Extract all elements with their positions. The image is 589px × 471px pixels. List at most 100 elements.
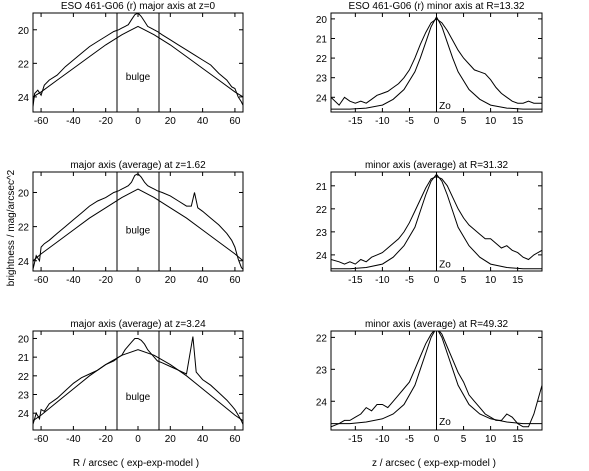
panel-3-xtick-label: 40: [197, 275, 209, 286]
panel-6-model-line: [331, 331, 542, 425]
panel-4-model-line: [331, 173, 542, 270]
panel-5-xtick-label: 40: [197, 434, 209, 445]
panel-5-xtick-label: -20: [98, 434, 113, 445]
panel-3-frame: [32, 171, 244, 272]
panel-5-model-line: [33, 349, 243, 422]
panel-1-data-line: [33, 13, 243, 108]
panel-6-xtick-label: 0: [434, 434, 440, 445]
panel-2-xtick-label: -10: [375, 116, 390, 127]
panel-2-ytick-label: 21: [316, 34, 328, 45]
panel-1-xtick-label: -60: [34, 116, 49, 127]
panel-2-xtick-label: 5: [461, 116, 467, 127]
panel-2-annotation: Zo: [439, 101, 451, 112]
panel-3-annotation: bulge: [126, 225, 151, 236]
panel-4-xtick-label: -5: [405, 275, 414, 286]
panel-2-xtick-label: -5: [405, 116, 414, 127]
panel-5-xtick-label: 20: [165, 434, 177, 445]
panel-3-ytick-label: 24: [18, 257, 30, 268]
panel-6-data-line: [331, 331, 542, 428]
panel-4-ytick-label: 24: [316, 251, 328, 262]
panel-6-xtick-label: 10: [485, 434, 497, 445]
panel-3-xtick-label: 60: [229, 275, 241, 286]
x-axis-label-left: R / arcsec ( exp-exp-model ): [73, 458, 199, 469]
panel-2-xtick-label: 0: [434, 116, 440, 127]
panel-4-xtick-label: 0: [434, 275, 440, 286]
panel-1-xtick-label: 0: [135, 116, 141, 127]
panel-2-model-line: [331, 15, 542, 110]
panel-4-annotation: Zo: [439, 260, 451, 271]
panel-4-xtick-label: 5: [461, 275, 467, 286]
panel-2-ytick-label: 23: [316, 74, 328, 85]
panel-1-frame: [32, 12, 244, 113]
panel-5-ytick-label: 20: [18, 334, 30, 345]
panel-4-xtick-label: -15: [348, 275, 363, 286]
panel-4-xtick-label: 15: [512, 275, 524, 286]
panel-5-ytick-label: 22: [18, 372, 30, 383]
panel-4-data-line: [331, 176, 542, 265]
panel-3-ytick-label: 20: [18, 188, 30, 199]
panel-5-xtick-label: 60: [229, 434, 241, 445]
panels: ESO 461-G06 (r) major axis at z=0 -60 -40 -…: [18, 1, 543, 445]
panel-1: ESO 461-G06 (r) major axis at z=0 -60 -40 -…: [18, 1, 244, 127]
panel-3-xtick-label: -60: [34, 275, 49, 286]
panel-5-frame: [32, 330, 244, 431]
panel-6-title: minor axis (average) at R=49.32: [365, 319, 509, 330]
panel-3-ytick-label: 22: [18, 223, 30, 234]
panel-5: major axis (average) at z=3.24 -60 -40 -20 0…: [18, 319, 244, 445]
panel-6-ytick-label: 24: [316, 397, 328, 408]
panel-1-xtick-label: -40: [66, 116, 81, 127]
panel-2-ytick-label: 20: [316, 15, 328, 26]
panel-6-annotation: Zo: [439, 417, 451, 428]
panel-3-xtick-label: -20: [98, 275, 113, 286]
panel-1-xtick-label: -20: [98, 116, 113, 127]
panel-2-xtick-label: -15: [348, 116, 363, 127]
panel-1-ytick-label: 24: [18, 93, 30, 104]
panel-4-ytick-label: 23: [316, 228, 328, 239]
panel-6-xtick-label: -10: [375, 434, 390, 445]
panel-2-ytick-label: 24: [316, 93, 328, 104]
panel-4: minor axis (average) at R=31.32 -15 -10 -5 0…: [316, 160, 543, 286]
panel-2-title: ESO 461-G06 (r) minor axis at R=13.32: [349, 1, 525, 12]
panel-2-xtick-label: 10: [485, 116, 497, 127]
panel-1-ytick-label: 22: [18, 59, 30, 70]
panel-6-xtick-label: 15: [512, 434, 524, 445]
panel-1-xtick-label: 40: [197, 116, 209, 127]
y-axis-label: brightness / mag/arcsec^2: [6, 169, 17, 286]
panel-5-xtick-label: -40: [66, 434, 81, 445]
panel-4-ytick-label: 21: [316, 182, 328, 193]
panel-6-ytick-label: 23: [316, 365, 328, 376]
panel-3-xtick-label: 0: [135, 275, 141, 286]
panel-2: ESO 461-G06 (r) minor axis at R=13.32 -15…: [316, 1, 543, 127]
panel-6-xtick-label: 5: [461, 434, 467, 445]
panel-1-ytick-label: 20: [18, 26, 30, 37]
panel-3-xtick-label: 20: [165, 275, 177, 286]
panel-3-title: major axis (average) at z=1.62: [70, 160, 206, 171]
panel-5-title: major axis (average) at z=3.24: [70, 319, 206, 330]
panel-6-xtick-label: -15: [348, 434, 363, 445]
x-axis-label-right: z / arcsec ( exp-exp-model ): [372, 458, 496, 469]
panel-4-title: minor axis (average) at R=31.32: [365, 160, 509, 171]
panel-5-annotation: bulge: [126, 392, 151, 403]
panel-1-model-line: [33, 25, 243, 98]
panel-5-data-line: [33, 336, 243, 425]
panel-2-ytick-label: 22: [316, 54, 328, 65]
panel-5-ytick-label: 23: [18, 391, 30, 402]
panel-4-xtick-label: -10: [375, 275, 390, 286]
panel-2-data-line: [331, 18, 542, 106]
panel-4-ytick-label: 22: [316, 205, 328, 216]
panel-3-xtick-label: -40: [66, 275, 81, 286]
panel-6: minor axis (average) at R=49.32 -15 -10 -5 0…: [316, 319, 543, 445]
panel-1-title: ESO 461-G06 (r) major axis at z=0: [61, 1, 216, 12]
panel-5-ytick-label: 24: [18, 409, 30, 420]
panel-6-ytick-label: 22: [316, 333, 328, 344]
panel-1-xtick-label: 60: [229, 116, 241, 127]
panel-3-model-line: [33, 188, 243, 262]
panel-3: major axis (average) at z=1.62 -60 -40 -20 0…: [18, 160, 244, 286]
panel-1-annotation: bulge: [126, 72, 151, 83]
panel-5-ytick-label: 21: [18, 353, 30, 364]
panel-2-xtick-label: 15: [512, 116, 524, 127]
panel-3-data-line: [33, 173, 243, 270]
panel-4-xtick-label: 10: [485, 275, 497, 286]
panel-5-xtick-label: 0: [135, 434, 141, 445]
